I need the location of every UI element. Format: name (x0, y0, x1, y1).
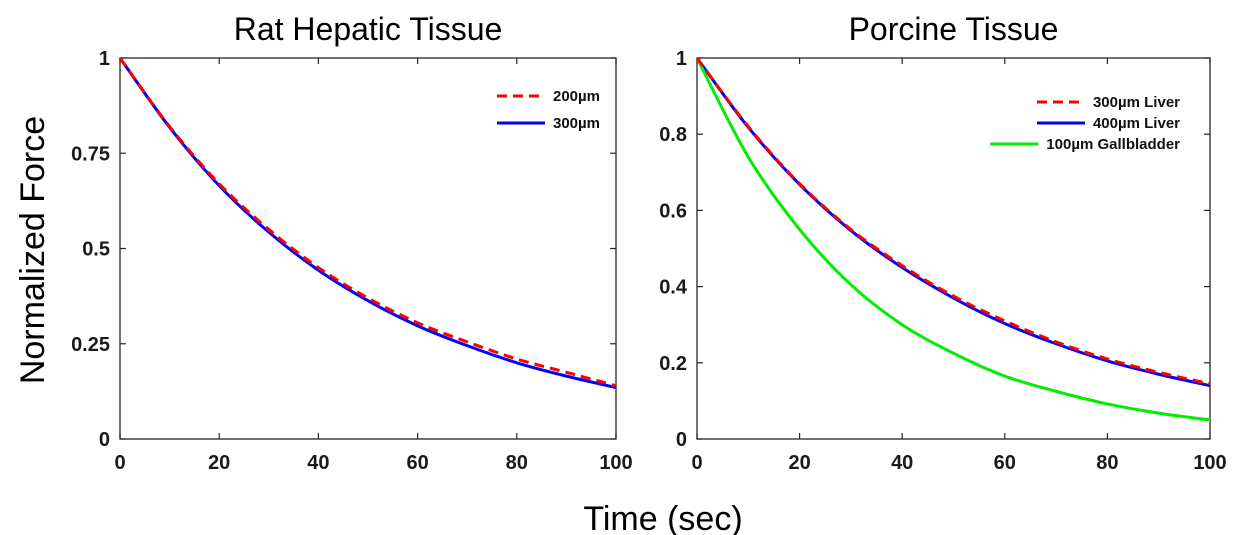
x-tick-label: 60 (994, 452, 1016, 474)
legend: 300µm Liver 400µm Liver 100µm Gallbladder (990, 94, 1180, 153)
y-tick-label: 0.5 (82, 239, 110, 261)
x-tick-label: 40 (307, 452, 329, 474)
x-tick-label: 20 (208, 452, 230, 474)
x-tick-label: 20 (788, 452, 810, 474)
x-tick-label: 40 (891, 452, 913, 474)
series-line-1 (695, 57, 1211, 386)
series-line-3 (695, 57, 1211, 422)
series-line-2 (695, 57, 1211, 388)
series-line-1 (118, 57, 617, 388)
plot-frame (696, 57, 1211, 440)
y-tick-label: 0 (99, 429, 110, 451)
series-line-2 (118, 57, 617, 390)
y-tick-label: 0.8 (659, 124, 687, 146)
x-axis-label: Time (sec) (583, 500, 742, 535)
legend-label: 200µm (553, 88, 600, 105)
plot-frame (119, 57, 617, 440)
legend-label: 300µm Liver (1093, 94, 1180, 111)
x-tick-label: 0 (114, 452, 125, 474)
legend-label: 100µm Gallbladder (1046, 136, 1180, 153)
legend-label: 400µm Liver (1093, 115, 1180, 132)
y-tick-label: 0.6 (659, 200, 687, 222)
x-tick-label: 60 (406, 452, 428, 474)
y-tick-label: 1 (676, 48, 687, 70)
chart-panel-1: Rat Hepatic Tissue 0 20 40 60 80 100 0 0.25 0.5 0.… (71, 11, 633, 474)
legend-label: 300µm (553, 115, 600, 132)
x-tick-label: 0 (691, 452, 702, 474)
y-tick-label: 0 (676, 429, 687, 451)
y-tick-label: 0.75 (71, 143, 110, 165)
legend: 200µm 300µm (496, 88, 600, 132)
x-tick-label: 80 (1096, 452, 1118, 474)
series-lines (118, 57, 617, 390)
chart-title: Porcine Tissue (849, 11, 1059, 47)
y-tick-label: 0.4 (659, 277, 688, 299)
chart-panel-2: Porcine Tissue 0 20 40 60 80 100 0 0.2 0.4 0.6 0.8 1… (659, 11, 1227, 474)
chart-title: Rat Hepatic Tissue (234, 11, 503, 47)
y-tick-label: 0.25 (71, 334, 110, 356)
y-tick-label: 0.2 (659, 353, 687, 375)
x-tick-label: 100 (1193, 452, 1226, 474)
x-tick-label: 100 (599, 452, 632, 474)
x-tick-label: 80 (506, 452, 528, 474)
y-tick-label: 1 (99, 48, 110, 70)
y-axis-label: Normalized Force (14, 116, 52, 384)
series-lines (695, 57, 1211, 422)
